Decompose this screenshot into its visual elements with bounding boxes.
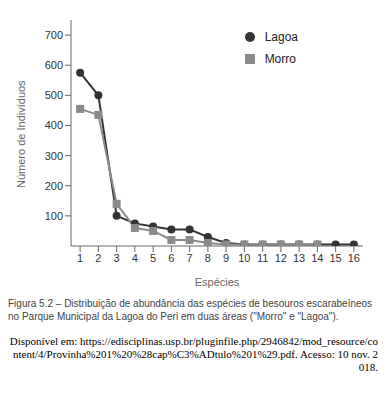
svg-text:4: 4 [132,252,138,264]
svg-text:7: 7 [187,252,193,264]
html-text:Morro: Morro [264,52,296,66]
svg-text:9: 9 [223,252,229,264]
svg-text:200: 200 [45,180,63,192]
svg-text:16: 16 [348,252,360,264]
svg-text:700: 700 [45,29,63,41]
html-text:Lagoa: Lagoa [264,30,298,44]
html-text:Disponível em: https://ediscip: Disponível em: https://edisciplinas.usp.… [9,335,378,373]
svg-text:6: 6 [168,252,174,264]
svg-text:400: 400 [45,119,63,131]
svg-text:13: 13 [293,252,305,264]
svg-text:12: 12 [275,252,287,264]
svg-text:15: 15 [330,252,342,264]
svg-text:100: 100 [45,210,63,222]
svg-text:10: 10 [238,252,250,264]
svg-text:1: 1 [77,252,83,264]
svg-text:5: 5 [150,252,156,264]
svg-text:Espécies: Espécies [195,276,240,288]
svg-text:14: 14 [311,252,323,264]
svg-text:2: 2 [95,252,101,264]
svg-text:3: 3 [114,252,120,264]
svg-text:600: 600 [45,59,63,71]
svg-text:8: 8 [205,252,211,264]
svg-text:11: 11 [257,252,268,264]
svg-text:300: 300 [45,150,63,162]
html-text:Figura 5.2 – Distribuição de a: Figura 5.2 – Distribuição de abundância … [8,298,373,322]
svg-text:500: 500 [45,89,63,101]
svg-text:Número de Indivíduos: Número de Indivíduos [15,80,27,188]
